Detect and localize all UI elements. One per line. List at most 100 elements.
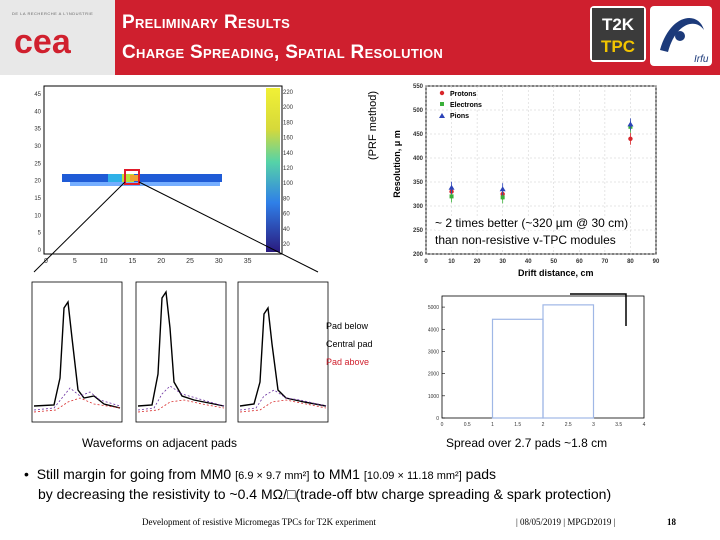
hist-y-tick: 0	[436, 416, 439, 422]
heatmap-x-tick: 25	[186, 258, 194, 265]
res-x-tick: 30	[499, 259, 506, 265]
res-point-electrons	[500, 195, 505, 200]
waveform-plot-above	[237, 281, 329, 423]
hist-x-tick: 0.5	[464, 422, 471, 428]
heatmap-x-tick: 0	[44, 258, 48, 265]
org-tagline: DE LA RECHERCHE A L'INDUSTRIE	[12, 11, 94, 16]
waveforms-caption: Waveforms on adjacent pads	[82, 436, 237, 450]
res-x-axis-label: Drift distance, cm	[518, 268, 594, 278]
bullet-line1-end: pads	[465, 466, 497, 482]
res-y-axis-label: Resolution, μ m	[392, 130, 402, 198]
hist-x-tick: 1.5	[514, 422, 521, 428]
legend-pions: Pions	[450, 113, 469, 120]
t2k-logo-line1: T2K	[602, 15, 635, 34]
res-y-tick: 250	[413, 228, 424, 234]
heatmap-y-tick: 5	[38, 231, 42, 237]
res-y-tick: 400	[413, 156, 424, 162]
heatmap-y-tick: 20	[34, 179, 41, 185]
res-point-electrons	[449, 194, 454, 199]
colorbar-tick: 200	[283, 105, 294, 111]
waveforms-panel	[31, 281, 329, 423]
colorbar-tick: 60	[283, 212, 290, 218]
page-title: Preliminary Results	[122, 12, 291, 33]
hist-stats-corner	[570, 293, 627, 326]
footer-date-conference: | 08/05/2019 | MPGD2019 |	[516, 517, 616, 527]
waveform-legend-pad-above: Pad above	[326, 357, 370, 367]
heatmap-x-tick: 20	[157, 258, 165, 265]
irfu-logo: Irfu	[650, 6, 712, 66]
resolution-vs-drift-chart: Resolution, μ m 200250300350400450500550…	[388, 82, 670, 282]
res-data-points	[448, 118, 634, 204]
heatmap-y-tick: 30	[34, 144, 41, 150]
res-x-tick: 20	[474, 259, 481, 265]
heatmap-y-tick: 0	[38, 248, 42, 254]
t2k-logo-line2: TPC	[601, 37, 635, 56]
bullet-line1-text: Still margin for going from MM0	[36, 466, 232, 482]
res-x-ticks: 0 10 20 30 40 50 60 70 80 90	[424, 259, 660, 265]
heatmap-x-tick: 30	[215, 258, 223, 265]
waveform-plot-central	[135, 281, 227, 423]
improvement-note-line1: ~ 2 times better (~320 µm @ 30 cm)	[435, 216, 629, 230]
heatmap-x-tick: 15	[129, 258, 137, 265]
hist-x-tick: 3.5	[615, 422, 622, 428]
heatmap-x-ticks: 0 5 10 15 20 25 30 35	[44, 258, 252, 265]
colorbar-tick: 20	[283, 242, 290, 248]
hist-x-tick: 1	[491, 422, 494, 428]
waveform-legend-pad-below: Pad below	[326, 321, 369, 331]
hist-y-tick: 4000	[428, 327, 439, 333]
res-x-tick: 0	[424, 259, 428, 265]
heatmap-y-tick: 40	[34, 109, 41, 115]
spread-caption: Spread over 2.7 pads ~1.8 cm	[446, 436, 608, 450]
hist-y-tick: 1000	[428, 394, 439, 400]
res-x-tick: 50	[550, 259, 557, 265]
legend-marker-electrons	[440, 102, 444, 106]
hist-x-tick: 4	[643, 422, 646, 428]
res-legend: Protons Electrons Pions	[439, 90, 482, 120]
heatmap-x-tick: 35	[244, 258, 252, 265]
colorbar-tick: 120	[283, 166, 294, 172]
hist-x-tick: 0	[441, 422, 444, 428]
charge-spread-histogram: 0 1000 2000 3000 4000 5000 0 0.5 1 1.5 2 2.5 3 3.5 4	[418, 290, 650, 432]
heatmap-track-cell	[108, 174, 128, 182]
improvement-note-line2: than non-resistive v-TPC modules	[435, 233, 616, 247]
res-point-pions	[448, 184, 455, 190]
hist-x-tick: 3	[592, 422, 595, 428]
prf-method-label: (PRF method)	[367, 90, 379, 160]
bullet-dot: •	[24, 466, 29, 482]
res-y-ticks: 200 250 300 350 400 450 500 550	[413, 84, 424, 258]
colorbar-tick: 100	[283, 181, 294, 187]
hist-bar	[542, 304, 595, 419]
colorbar-ticks: 220 200 180 160 140 120 100 80 60 40 20	[283, 90, 294, 248]
heatmap-track-cell	[122, 174, 134, 182]
colorbar-tick: 80	[283, 196, 290, 202]
heatmap-colorbar	[266, 88, 280, 252]
hist-y-ticks: 0 1000 2000 3000 4000 5000	[428, 305, 445, 422]
legend-marker-protons	[439, 90, 445, 96]
res-x-tick: 60	[576, 259, 583, 265]
res-point-pions	[627, 121, 634, 127]
bullet-line-2: by decreasing the resistivity to ~0.4 MΩ…	[38, 486, 612, 502]
heatmap-track-lower	[70, 182, 220, 186]
heatmap-x-tick: 5	[73, 258, 77, 265]
res-x-tick: 90	[653, 259, 660, 265]
heatmap-y-tick: 25	[34, 161, 41, 167]
res-point-protons	[628, 136, 633, 141]
waveform-legend-central-pad: Central pad	[326, 339, 373, 349]
footer-page-number: 18	[667, 517, 676, 527]
heatmap-y-tick: 35	[34, 127, 41, 133]
hist-x-ticks: 0 0.5 1 1.5 2 2.5 3 3.5 4	[441, 422, 646, 428]
hist-y-tick: 5000	[428, 305, 439, 311]
heatmap-track	[62, 174, 222, 182]
cea-logo-mark: cea	[14, 23, 72, 61]
t2k-tpc-logo: T2K TPC	[590, 6, 646, 62]
footer-title: Development of resistive Micromegas TPCs…	[142, 517, 376, 527]
res-point-pions	[499, 186, 506, 192]
heatmap-y-tick: 45	[34, 92, 41, 98]
heatmap-track-cell	[130, 175, 140, 181]
hist-bars	[491, 304, 595, 419]
res-y-tick: 550	[413, 84, 424, 90]
heatmap-y-tick: 15	[34, 196, 41, 202]
heatmap-y-ticks: 45 40 35 30 25 20 15 10 5 0	[34, 92, 41, 254]
colorbar-tick: 40	[283, 227, 290, 233]
